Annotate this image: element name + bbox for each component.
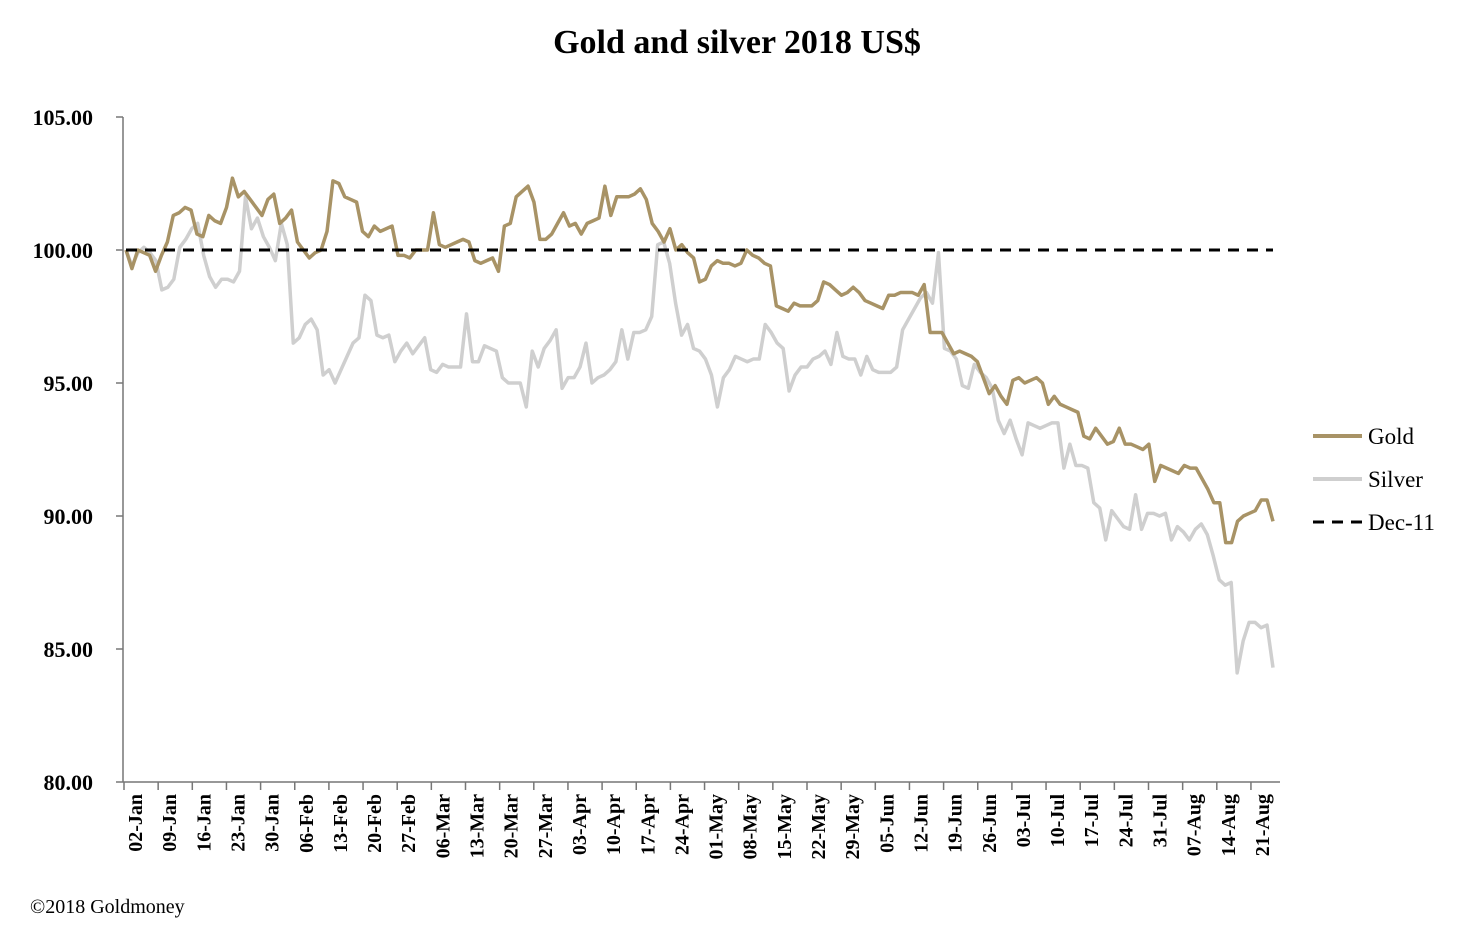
x-tick-label: 10-Apr [603,794,625,855]
series-silver-line [124,195,1275,675]
x-tick-label: 13-Feb [330,794,352,853]
x-tick-label: 26-Jun [979,794,1001,853]
x-axis-ticks: 02-Jan 09-Jan 16-Jan 23-Jan 30-Jan 06-Feb 13-F… [123,782,1274,860]
legend-gold-label: Gold [1368,424,1415,449]
x-tick-label: 03-Apr [569,794,591,855]
y-tick-label: 80.00 [44,770,94,795]
x-tick-label: 03-Jul [1013,794,1035,848]
x-tick-label: 22-May [808,794,830,860]
x-tick-label: 14-Aug [1218,794,1240,856]
x-tick-label: 24-Jul [1115,794,1137,848]
y-axis-ticks: 105.00 100.00 95.00 90.00 85.00 80.00 [33,105,123,795]
x-tick-label: 15-May [774,794,796,860]
legend-silver-label: Silver [1368,467,1423,492]
y-tick-label: 85.00 [44,637,94,662]
x-tick-label: 12-Jun [910,794,932,853]
x-tick-label: 08-May [740,794,762,860]
y-tick-label: 90.00 [44,504,94,529]
x-tick-label: 13-Mar [467,794,489,859]
x-tick-label: 09-Jan [159,794,181,852]
x-tick-label: 16-Jan [193,794,215,852]
x-tick-label: 21-Aug [1252,794,1274,856]
x-tick-label: 24-Apr [671,794,693,855]
x-tick-label: 20-Feb [364,794,386,853]
x-tick-label: 06-Feb [296,794,318,853]
x-tick-label: 31-Jul [1150,794,1172,848]
series-layer [124,176,1275,675]
x-tick-label: 19-Jun [945,794,967,853]
x-tick-label: 17-Apr [637,794,659,855]
series-gold-line [124,176,1275,545]
x-tick-label: 07-Aug [1184,794,1206,856]
copyright-text: ©2018 Goldmoney [30,896,185,918]
x-tick-label: 17-Jul [1081,794,1103,848]
y-tick-label: 105.00 [33,105,94,130]
x-tick-label: 23-Jan [227,794,249,852]
x-tick-label: 02-Jan [125,794,147,852]
x-tick-label: 01-May [706,794,728,860]
x-tick-label: 27-Mar [535,794,557,859]
chart-title: Gold and silver 2018 US$ [553,24,921,61]
y-tick-label: 100.00 [33,238,94,263]
x-tick-label: 30-Jan [262,794,284,852]
legend-dec11-label: Dec-11 [1368,510,1435,535]
x-tick-label: 20-Mar [501,794,523,859]
x-tick-label: 05-Jun [876,794,898,853]
x-tick-label: 29-May [842,794,864,860]
x-tick-label: 27-Feb [398,794,420,853]
y-tick-label: 95.00 [44,371,94,396]
x-tick-label: 10-Jul [1047,794,1069,848]
x-tick-label: 06-Mar [432,794,454,859]
legend: Gold Silver Dec-11 [1313,424,1435,535]
